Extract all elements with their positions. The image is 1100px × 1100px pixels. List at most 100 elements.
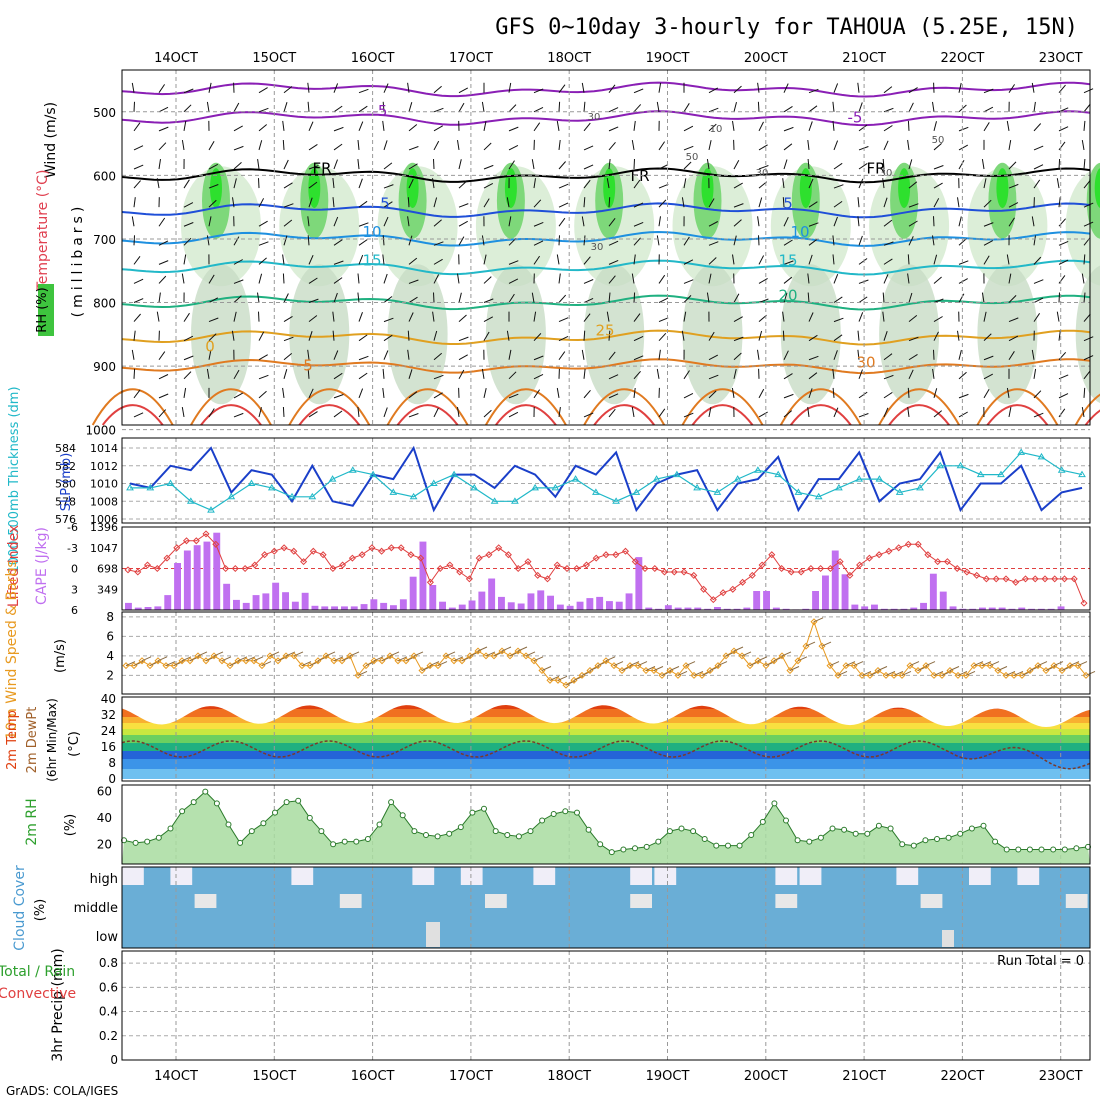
wind-barb (1058, 84, 1066, 94)
wind-barb (581, 82, 585, 93)
li-tick: -6 (67, 521, 78, 534)
wind-barb (158, 84, 166, 93)
wind-barb-10m (389, 651, 400, 657)
wind-speed-marker (970, 662, 978, 670)
wind-barb (883, 258, 893, 265)
wind-speed-marker (602, 657, 610, 665)
wind-barb (333, 159, 338, 170)
cape-tick: 1047 (90, 542, 118, 555)
wind-barb-10m (909, 661, 920, 667)
wind-barb (258, 257, 267, 265)
wind-barb (1058, 158, 1061, 170)
wind-speed-marker (666, 666, 674, 675)
wind-barb (458, 220, 468, 227)
thickness-marker (511, 497, 519, 504)
li-marker (173, 544, 181, 552)
rh2m-marker (539, 817, 546, 824)
wind-barb (282, 254, 285, 265)
wind-barb-10m (205, 656, 216, 662)
wind-barb (1008, 140, 1012, 151)
cape-bar (282, 592, 289, 610)
li-marker (319, 551, 327, 559)
wind-barb (457, 273, 460, 284)
wind-barb (608, 351, 616, 361)
wind-barb-10m (525, 651, 536, 657)
wind-barb (1083, 120, 1086, 131)
date-label-top: 19OCT (646, 51, 690, 66)
precip-tick: 0.2 (99, 1029, 118, 1043)
wind-speed-marker (938, 671, 946, 679)
wind-speed-marker (626, 662, 634, 670)
wind-speed-marker (514, 647, 522, 655)
temp-tick: 16 (101, 740, 116, 754)
wind-speed-marker (386, 652, 394, 660)
wind-barb (383, 407, 388, 418)
wind-barb (583, 101, 586, 112)
wind-barb (933, 349, 935, 360)
thickness-marker (267, 483, 276, 491)
wind-barb (533, 178, 536, 189)
li-marker (631, 558, 639, 566)
wind-barb (808, 121, 813, 132)
wind-speed-marker (314, 657, 322, 665)
cape-bar (566, 605, 574, 610)
rh2m-marker (179, 808, 186, 815)
wind-barb (433, 407, 439, 418)
li-marker (690, 571, 698, 579)
cape-bar (880, 608, 888, 610)
wind-barb (307, 368, 310, 379)
rh2m-marker (260, 820, 267, 827)
cape-bar (822, 575, 829, 610)
panel-frame (121, 526, 1091, 611)
wind-barb (383, 201, 393, 208)
li-marker (758, 561, 766, 569)
wind-barb-10m (613, 661, 624, 667)
li-marker (739, 578, 747, 586)
temp2m-panel: 40 32 24 16 8 0 2m Temp 2m DewPt (6hr Min/Max) (°… (5, 692, 1091, 786)
precip-tick: 0.4 (99, 1005, 118, 1019)
wind-barb (558, 335, 569, 342)
wind-barb (857, 349, 860, 360)
wind-speed-marker (618, 666, 626, 675)
wind-barb (133, 412, 144, 418)
wind-speed-marker (242, 657, 250, 665)
li-marker (1021, 575, 1030, 583)
wind-barb (133, 235, 135, 246)
wind-barb (358, 239, 368, 246)
wind-barb (858, 258, 868, 265)
wind-barb (933, 198, 940, 208)
wind-barb (783, 276, 793, 284)
wind-barb (1008, 335, 1019, 342)
wind-barb-10m (1069, 661, 1080, 667)
axis-label-wind10: 10m Wind Speed & Barbs (4, 560, 20, 739)
wind-barb (558, 407, 561, 418)
cloud-high-gap (654, 867, 677, 885)
li-marker (241, 564, 249, 573)
wind-barb (183, 371, 192, 380)
wind-barb-10m (821, 641, 832, 647)
wind-barb (758, 298, 769, 303)
li-marker (719, 589, 727, 597)
wind-speed-marker (474, 647, 482, 655)
wind-speed-marker (690, 671, 698, 679)
surface-isotherm (1074, 393, 1100, 426)
wind-barb (683, 370, 690, 380)
li-marker (836, 558, 844, 566)
wind-barb (983, 106, 994, 113)
wind-barb (708, 241, 719, 246)
rh2m-marker (318, 828, 325, 835)
rh2m-marker (678, 825, 685, 832)
cape-bar (979, 607, 986, 610)
wind-barb (1008, 202, 1019, 208)
wind-barb-10m (837, 670, 848, 676)
wind-barb (533, 122, 541, 132)
wind-barb (408, 124, 418, 132)
wind-speed-marker (786, 666, 794, 675)
thickness-marker (409, 492, 418, 500)
wind-barb (308, 197, 313, 208)
wind-barb (808, 355, 819, 361)
cape-bar (1028, 608, 1035, 610)
wind-barb (633, 254, 636, 265)
rh2m-marker (934, 836, 940, 842)
wind-barb (1008, 295, 1017, 303)
